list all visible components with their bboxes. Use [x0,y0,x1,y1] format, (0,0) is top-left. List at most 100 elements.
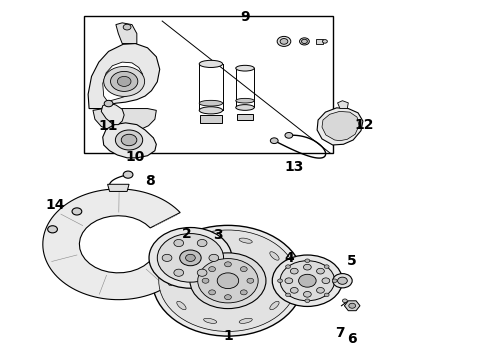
Circle shape [241,267,247,271]
Bar [84,16,333,153]
Circle shape [123,24,131,30]
Ellipse shape [270,301,279,310]
Text: 11: 11 [99,120,118,134]
Circle shape [317,288,324,293]
Circle shape [332,279,337,283]
Circle shape [209,267,216,271]
Circle shape [162,254,172,261]
Circle shape [174,239,184,247]
Ellipse shape [168,276,173,286]
Bar [316,39,323,44]
Circle shape [270,138,278,144]
Circle shape [190,253,266,309]
Circle shape [298,274,316,287]
Circle shape [186,254,196,261]
Ellipse shape [204,318,217,323]
Text: 13: 13 [284,161,303,175]
Circle shape [338,277,347,284]
Circle shape [197,269,207,276]
Circle shape [305,299,310,302]
Circle shape [303,264,311,270]
Circle shape [180,250,201,266]
Circle shape [286,293,291,297]
Circle shape [247,278,254,283]
Ellipse shape [239,318,252,323]
Circle shape [209,290,216,295]
Text: 4: 4 [284,251,294,265]
Text: 1: 1 [223,329,233,343]
Text: 14: 14 [45,198,65,212]
Bar [237,113,253,120]
Circle shape [121,134,137,146]
Ellipse shape [199,60,222,67]
Ellipse shape [299,38,309,45]
Polygon shape [317,108,363,145]
Circle shape [123,171,133,178]
Polygon shape [101,103,124,125]
Circle shape [291,288,298,293]
Circle shape [324,293,329,297]
Circle shape [291,268,298,274]
Circle shape [202,278,209,283]
Polygon shape [116,23,137,44]
Circle shape [116,130,143,150]
Ellipse shape [199,107,222,114]
Circle shape [305,259,310,262]
Polygon shape [338,101,348,109]
Ellipse shape [177,252,186,260]
Circle shape [174,269,184,276]
Text: 10: 10 [126,150,145,164]
Circle shape [241,290,247,295]
Text: 6: 6 [347,332,357,346]
Circle shape [117,76,131,86]
Text: 2: 2 [182,227,192,241]
Circle shape [157,234,223,282]
Ellipse shape [236,65,254,71]
Circle shape [278,279,283,283]
Text: 8: 8 [145,174,155,188]
Circle shape [324,265,329,268]
Circle shape [303,292,311,297]
Ellipse shape [283,276,288,286]
Circle shape [159,230,297,332]
Ellipse shape [204,238,217,243]
Circle shape [272,255,343,306]
Circle shape [152,225,303,336]
Polygon shape [103,62,143,102]
Circle shape [317,268,324,274]
Circle shape [280,261,335,301]
Ellipse shape [239,238,252,243]
Polygon shape [322,111,359,141]
Ellipse shape [277,36,291,46]
Polygon shape [93,109,156,133]
Polygon shape [108,184,129,192]
Ellipse shape [301,39,307,44]
Circle shape [48,226,57,233]
Circle shape [333,274,352,288]
Text: 9: 9 [240,10,250,24]
Circle shape [322,278,330,284]
Text: 7: 7 [335,326,345,340]
Ellipse shape [236,105,254,111]
Circle shape [343,299,347,302]
Circle shape [104,100,113,107]
Circle shape [104,66,145,96]
Circle shape [224,295,231,300]
Circle shape [224,262,231,267]
Bar [200,115,221,123]
Circle shape [209,254,219,261]
Circle shape [149,228,232,288]
Circle shape [198,258,258,303]
Circle shape [286,265,291,268]
Text: 5: 5 [347,255,357,269]
Circle shape [72,208,82,215]
Circle shape [197,239,207,247]
Polygon shape [88,44,160,109]
Text: 3: 3 [213,228,223,242]
Circle shape [285,132,293,138]
Ellipse shape [322,40,327,43]
Ellipse shape [199,100,222,106]
Circle shape [217,273,239,289]
Circle shape [285,278,293,284]
Polygon shape [43,189,194,300]
